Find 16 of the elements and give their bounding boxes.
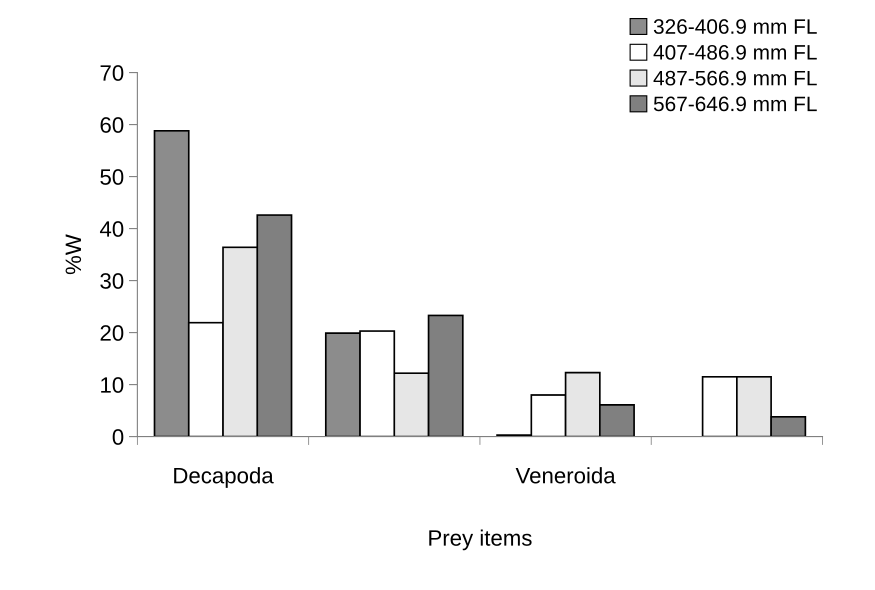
legend-label: 407-486.9 mm FL (654, 44, 817, 60)
y-tick-label: 70 (100, 65, 124, 81)
legend-label: 567-646.9 mm FL (654, 96, 817, 112)
x-tick-label: Decapoda (174, 467, 274, 488)
y-tick-label: 30 (100, 273, 124, 289)
x-axis-title: Prey items (429, 530, 532, 550)
legend-label: 487-566.9 mm FL (654, 70, 817, 86)
y-tick-label: 10 (101, 377, 124, 393)
y-tick-label: 60 (100, 117, 124, 133)
y-tick-label: 40 (100, 221, 124, 237)
y-tick-label: 0 (112, 429, 124, 445)
y-tick-label: 50 (100, 169, 124, 185)
legend-label: 326-406.9 mm FL (654, 19, 817, 34)
y-tick-label: 20 (100, 325, 124, 341)
y-axis-title: %W (66, 234, 82, 274)
x-tick-label: Veneroida (516, 467, 616, 484)
